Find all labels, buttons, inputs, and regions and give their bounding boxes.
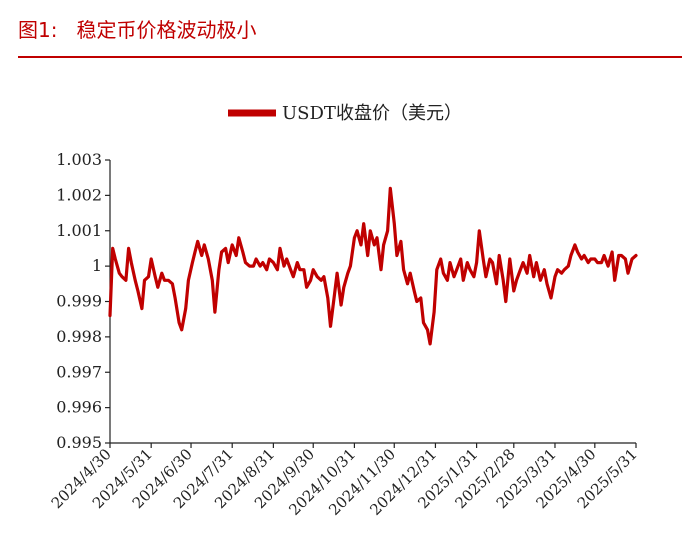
legend-label: USDT收盘价（美元） [282,103,462,124]
chart-axes [109,160,636,444]
y-tick-label: 0.995 [56,433,102,452]
title-rule [18,56,682,58]
x-axis-ticks: 2024/4/302024/5/312024/6/302024/7/312024… [48,443,641,519]
y-tick-label: 1.003 [56,150,102,169]
figure-title: 图1: 稳定币价格波动极小 [18,14,257,43]
chart-series [108,186,638,346]
y-tick-label: 0.997 [56,362,102,381]
y-tick-label: 1 [92,256,102,275]
series-line [108,186,638,346]
y-tick-label: 1.001 [56,221,102,240]
y-tick-label: 0.996 [56,398,102,417]
y-tick-label: 0.998 [56,327,102,346]
chart-legend: USDT收盘价（美元） [228,103,462,124]
figure-caption: 稳定币价格波动极小 [76,18,257,42]
y-tick-label: 0.999 [56,292,102,311]
y-tick-label: 1.002 [56,185,102,204]
figure-label: 图1: [18,18,58,42]
y-axis-ticks: 1.003 1.002 1.001 1 0.999 0.998 0.997 0.996 0.99… [56,150,110,452]
